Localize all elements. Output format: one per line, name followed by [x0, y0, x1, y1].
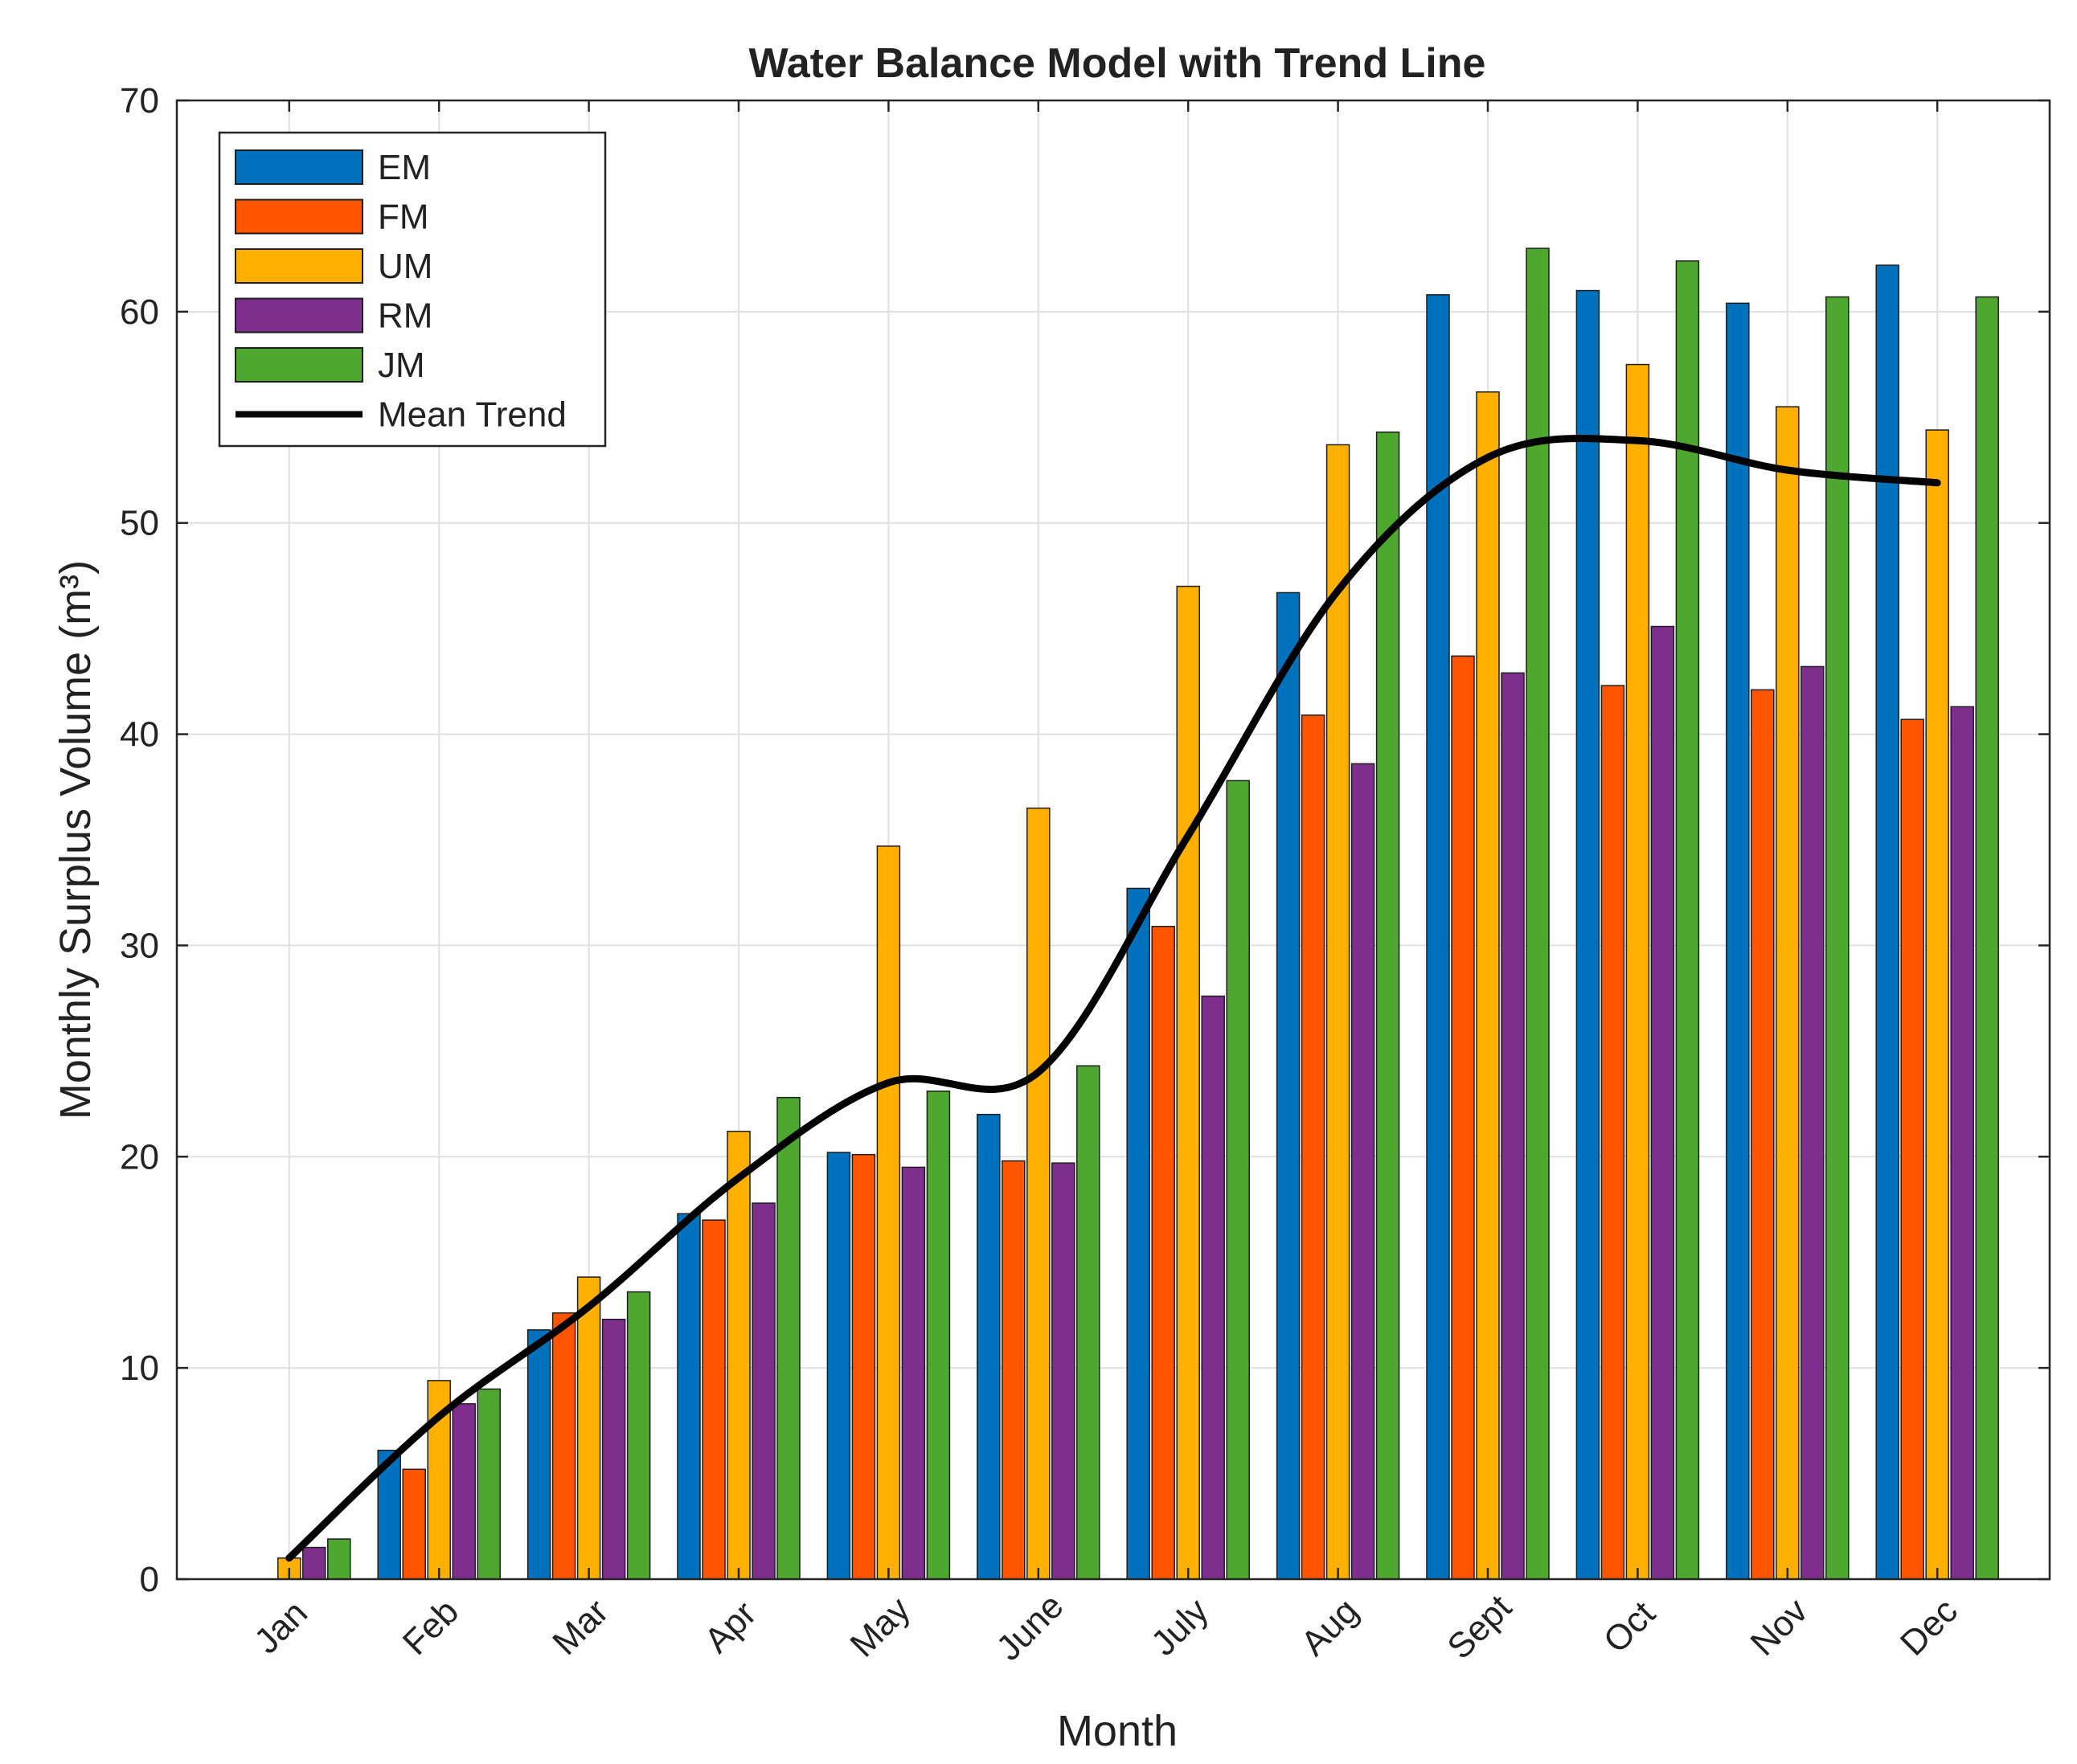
bar-fm-mar — [551, 1312, 576, 1580]
bar-jm-nov — [1825, 296, 1850, 1580]
bar-um-oct — [1625, 363, 1650, 1580]
bar-fm-sept — [1451, 655, 1475, 1580]
legend-swatch-fm — [235, 199, 363, 235]
bar-rm-may — [901, 1166, 926, 1580]
bar-rm-july — [1201, 995, 1225, 1580]
legend-label-um: UM — [378, 247, 432, 286]
bar-jm-aug — [1375, 431, 1400, 1580]
bar-jm-oct — [1675, 260, 1700, 1580]
bar-fm-dec — [1900, 718, 1924, 1580]
bar-jm-sept — [1526, 248, 1550, 1580]
legend-swatch-um — [235, 248, 363, 284]
bar-fm-june — [1002, 1160, 1026, 1580]
legend-label-fm: FM — [378, 198, 429, 237]
bar-rm-june — [1051, 1162, 1075, 1580]
bar-jm-feb — [477, 1388, 501, 1580]
bar-em-dec — [1875, 264, 1899, 1580]
bar-rm-dec — [1950, 706, 1974, 1580]
bar-em-nov — [1726, 302, 1750, 1580]
legend-swatch-em — [235, 149, 363, 185]
y-tick-label: 0 — [140, 1560, 159, 1599]
bar-um-aug — [1325, 444, 1350, 1580]
bar-jm-dec — [1975, 296, 1999, 1580]
y-tick-label: 50 — [120, 504, 159, 543]
bar-jm-mar — [626, 1291, 651, 1580]
bar-rm-jan — [302, 1546, 326, 1580]
bar-fm-nov — [1751, 689, 1775, 1580]
legend-swatch-rm — [235, 297, 363, 334]
bar-um-apr — [727, 1130, 751, 1580]
bar-jm-apr — [776, 1096, 801, 1580]
mean-trend-line — [285, 435, 1941, 1562]
bar-um-may — [876, 845, 901, 1580]
bar-um-june — [1026, 807, 1051, 1580]
legend-label-rm: RM — [378, 297, 432, 336]
chart-title: Water Balance Model with Trend Line — [749, 40, 1486, 87]
bar-jm-july — [1226, 780, 1250, 1580]
bar-rm-feb — [452, 1403, 476, 1580]
bar-fm-feb — [402, 1468, 426, 1580]
bar-rm-nov — [1800, 665, 1825, 1580]
bar-fm-may — [851, 1153, 876, 1580]
bar-em-oct — [1575, 289, 1600, 1580]
bar-rm-sept — [1501, 672, 1525, 1580]
legend-label-jm: JM — [378, 346, 425, 385]
bar-jm-june — [1076, 1065, 1100, 1580]
y-tick-label: 40 — [120, 715, 159, 755]
bar-em-aug — [1276, 591, 1301, 1580]
bar-um-mar — [576, 1276, 601, 1580]
y-tick-label: 10 — [120, 1349, 159, 1388]
bar-rm-aug — [1350, 763, 1375, 1580]
legend-label-mean-trend: Mean Trend — [378, 395, 567, 435]
y-axis-label: Monthly Surplus Volume (m³) — [51, 560, 100, 1119]
bar-fm-oct — [1600, 685, 1625, 1580]
bar-fm-apr — [702, 1219, 726, 1580]
legend: EM FM UM RM JM Mean Trend — [218, 131, 607, 448]
plot-border — [175, 99, 2051, 1581]
y-tick-label: 70 — [120, 81, 159, 121]
legend-label-em: EM — [378, 148, 431, 187]
series-fm — [402, 655, 1924, 1580]
bar-em-may — [826, 1152, 851, 1580]
bar-em-apr — [677, 1213, 701, 1580]
series-em — [377, 264, 1899, 1580]
bar-um-dec — [1925, 429, 1949, 1580]
y-tick-labels: 0 10 20 30 40 50 60 70 — [120, 81, 159, 1599]
bar-rm-apr — [752, 1202, 776, 1580]
bar-em-june — [977, 1113, 1001, 1580]
axis-ticks — [177, 99, 2050, 1581]
bar-um-sept — [1476, 391, 1500, 1580]
bar-rm-oct — [1650, 625, 1675, 1580]
legend-swatch-jm — [235, 347, 363, 383]
y-tick-label: 20 — [120, 1137, 159, 1177]
bar-rm-mar — [601, 1318, 626, 1580]
bar-jm-may — [926, 1091, 951, 1580]
bar-jm-jan — [327, 1538, 351, 1580]
bar-em-sept — [1426, 294, 1450, 1580]
x-axis-label: Month — [1057, 1707, 1178, 1755]
bar-um-nov — [1776, 406, 1800, 1580]
series-rm — [302, 625, 1974, 1580]
bar-em-july — [1126, 887, 1150, 1580]
bar-um-july — [1176, 585, 1200, 1580]
legend-items: EM FM UM RM JM Mean Trend — [235, 148, 567, 435]
y-tick-label: 30 — [120, 926, 159, 965]
series-um — [277, 363, 1949, 1580]
bar-fm-july — [1151, 926, 1175, 1580]
bar-fm-aug — [1301, 714, 1325, 1580]
bar-em-mar — [526, 1329, 551, 1580]
y-tick-label: 60 — [120, 293, 159, 332]
bar-series — [277, 248, 1999, 1580]
